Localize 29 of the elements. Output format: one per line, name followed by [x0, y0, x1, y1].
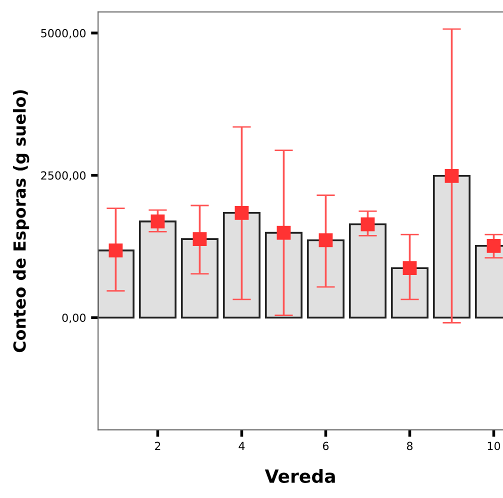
- point: [444, 168, 459, 183]
- bar: [390, 267, 429, 319]
- point: [234, 206, 249, 220]
- x-tick-label: 2: [155, 442, 160, 450]
- x-tick-label: 4: [238, 442, 245, 450]
- x-axis-title: Vereda: [264, 469, 335, 483]
- bar: [222, 212, 260, 319]
- point: [402, 261, 417, 276]
- bar: [433, 174, 471, 319]
- bar: [306, 239, 344, 319]
- bar: [138, 220, 176, 319]
- x-tick-label: 10: [488, 442, 500, 450]
- y-tick-label: 2500,00: [41, 171, 86, 181]
- bar: [180, 238, 218, 319]
- bar: [264, 232, 302, 319]
- point: [192, 232, 207, 246]
- x-tick-label: 8: [406, 442, 413, 450]
- point: [360, 217, 375, 232]
- point: [108, 244, 123, 258]
- y-axis-title: Conteo de Esporas (g suelo): [12, 90, 30, 352]
- point: [486, 238, 501, 253]
- y-tick-label: 0,00: [62, 314, 86, 324]
- x-tick-label: 6: [322, 442, 329, 450]
- point: [318, 233, 333, 248]
- point: [150, 214, 165, 228]
- point: [276, 226, 291, 240]
- bar: [348, 223, 387, 319]
- y-tick-label: 5000,00: [41, 28, 86, 39]
- bar: [98, 250, 134, 319]
